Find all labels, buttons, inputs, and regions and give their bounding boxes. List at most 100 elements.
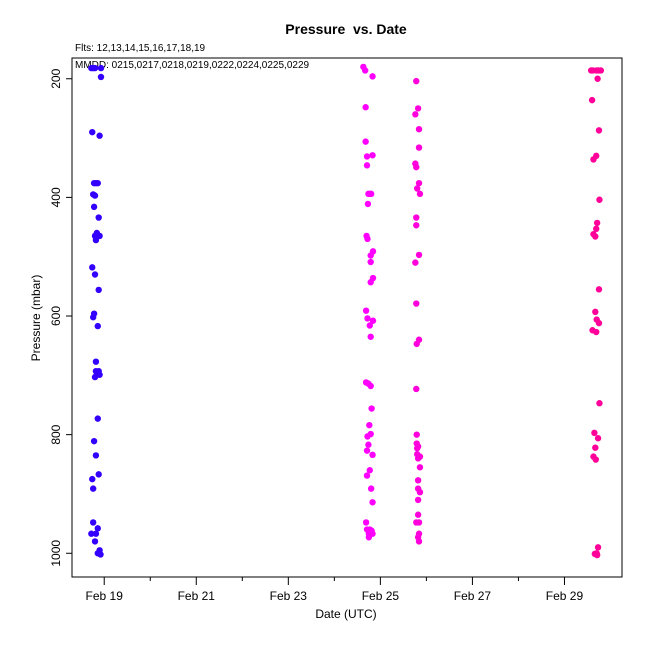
data-point-series-3 — [593, 328, 600, 336]
data-point-series-2 — [414, 496, 422, 504]
data-point-series-0 — [96, 232, 103, 240]
data-point-series-0 — [92, 236, 100, 244]
data-point-series-0 — [90, 203, 98, 211]
data-point-series-1 — [364, 315, 371, 322]
data-point-series-0 — [97, 73, 105, 81]
data-point-series-1 — [364, 200, 372, 208]
data-point-series-2 — [415, 125, 423, 133]
data-point-series-0 — [89, 128, 96, 136]
data-point-series-2 — [415, 538, 423, 545]
flights-subtitle: Flts: 12,13,14,15,16,17,18,19 — [75, 43, 206, 54]
data-point-series-3 — [596, 400, 603, 407]
data-point-series-3 — [592, 308, 599, 316]
data-point-series-0 — [91, 271, 99, 278]
plot-frame — [71, 57, 623, 578]
data-point-series-0 — [91, 64, 99, 72]
data-point-series-1 — [365, 534, 373, 541]
data-point-series-3 — [592, 444, 599, 451]
data-point-series-0 — [90, 437, 98, 445]
data-point-series-2 — [413, 222, 420, 229]
data-point-series-0 — [89, 485, 97, 492]
data-point-series-2 — [414, 105, 422, 112]
data-point-series-0 — [96, 371, 103, 378]
data-point-series-0 — [94, 525, 101, 532]
data-point-series-3 — [592, 233, 599, 240]
data-point-series-3 — [594, 435, 602, 442]
data-point-series-0 — [94, 179, 101, 187]
data-point-series-3 — [591, 429, 598, 437]
data-point-series-1 — [366, 467, 373, 474]
data-point-series-1 — [367, 258, 374, 266]
data-point-series-1 — [364, 235, 371, 243]
data-point-series-3 — [594, 75, 601, 82]
data-point-series-0 — [92, 452, 100, 459]
data-point-series-3 — [588, 96, 596, 104]
data-point-series-0 — [95, 471, 102, 478]
data-point-series-1 — [363, 447, 371, 454]
y-tick-label: 800 — [49, 424, 63, 444]
data-point-series-0 — [97, 64, 105, 72]
data-point-series-2 — [413, 445, 421, 452]
data-point-series-1 — [366, 322, 373, 329]
data-point-series-1 — [369, 499, 376, 506]
x-tick-label: Feb 29 — [546, 589, 584, 603]
data-point-series-2 — [413, 185, 421, 192]
data-point-series-1 — [369, 73, 376, 80]
data-point-series-2 — [413, 385, 420, 393]
data-point-series-3 — [595, 286, 603, 293]
data-points — [88, 63, 605, 559]
data-point-series-2 — [415, 519, 423, 526]
data-point-series-1 — [362, 519, 370, 526]
data-point-series-3 — [592, 456, 599, 463]
data-point-series-3 — [593, 219, 601, 227]
data-point-series-2 — [416, 464, 424, 471]
data-point-series-1 — [369, 152, 376, 159]
data-point-series-3 — [593, 551, 601, 559]
data-point-series-1 — [367, 252, 374, 259]
data-point-series-2 — [413, 214, 420, 221]
data-point-series-0 — [96, 132, 103, 139]
data-point-series-0 — [88, 530, 95, 537]
y-tick-label: 600 — [49, 306, 63, 326]
data-point-series-1 — [368, 405, 375, 412]
data-point-series-0 — [95, 286, 102, 294]
data-point-series-2 — [413, 300, 420, 307]
x-axis-label: Date (UTC) — [315, 607, 376, 621]
y-tick-label: 200 — [49, 68, 63, 88]
dates-subtitle: MMDD: 0215,0217,0218,0219,0222,0224,0225… — [75, 60, 310, 71]
data-point-series-0 — [94, 415, 101, 422]
y-axis: 200 400 600 800 1000 — [49, 68, 72, 567]
x-tick-label: Feb 25 — [362, 589, 400, 603]
data-point-series-3 — [594, 544, 602, 551]
data-point-series-2 — [415, 251, 423, 259]
y-tick-label: 1000 — [49, 540, 63, 567]
data-point-series-1 — [363, 472, 371, 479]
data-point-series-1 — [362, 104, 369, 111]
data-point-series-0 — [89, 264, 96, 271]
data-point-series-1 — [363, 153, 371, 160]
x-tick-label: Feb 21 — [178, 589, 216, 603]
x-tick-label: Feb 23 — [270, 589, 308, 603]
data-point-series-3 — [595, 319, 603, 327]
data-point-series-2 — [412, 111, 419, 118]
data-point-series-3 — [597, 67, 605, 74]
data-point-series-1 — [364, 433, 371, 440]
data-point-series-1 — [362, 307, 370, 314]
data-point-series-2 — [413, 77, 420, 85]
data-point-series-1 — [367, 485, 375, 492]
x-tick-label: Feb 19 — [86, 589, 124, 603]
data-point-series-1 — [369, 451, 376, 459]
data-point-series-1 — [367, 333, 374, 340]
data-point-series-0 — [89, 475, 96, 483]
data-point-series-1 — [363, 162, 371, 169]
data-point-series-1 — [362, 138, 369, 145]
data-point-series-2 — [412, 259, 419, 266]
data-point-series-1 — [365, 441, 372, 448]
data-point-series-1 — [367, 279, 374, 286]
data-point-series-2 — [414, 455, 422, 462]
data-point-series-2 — [413, 431, 420, 438]
data-point-series-1 — [367, 382, 374, 390]
data-point-series-3 — [596, 196, 603, 203]
data-point-series-2 — [416, 488, 424, 496]
